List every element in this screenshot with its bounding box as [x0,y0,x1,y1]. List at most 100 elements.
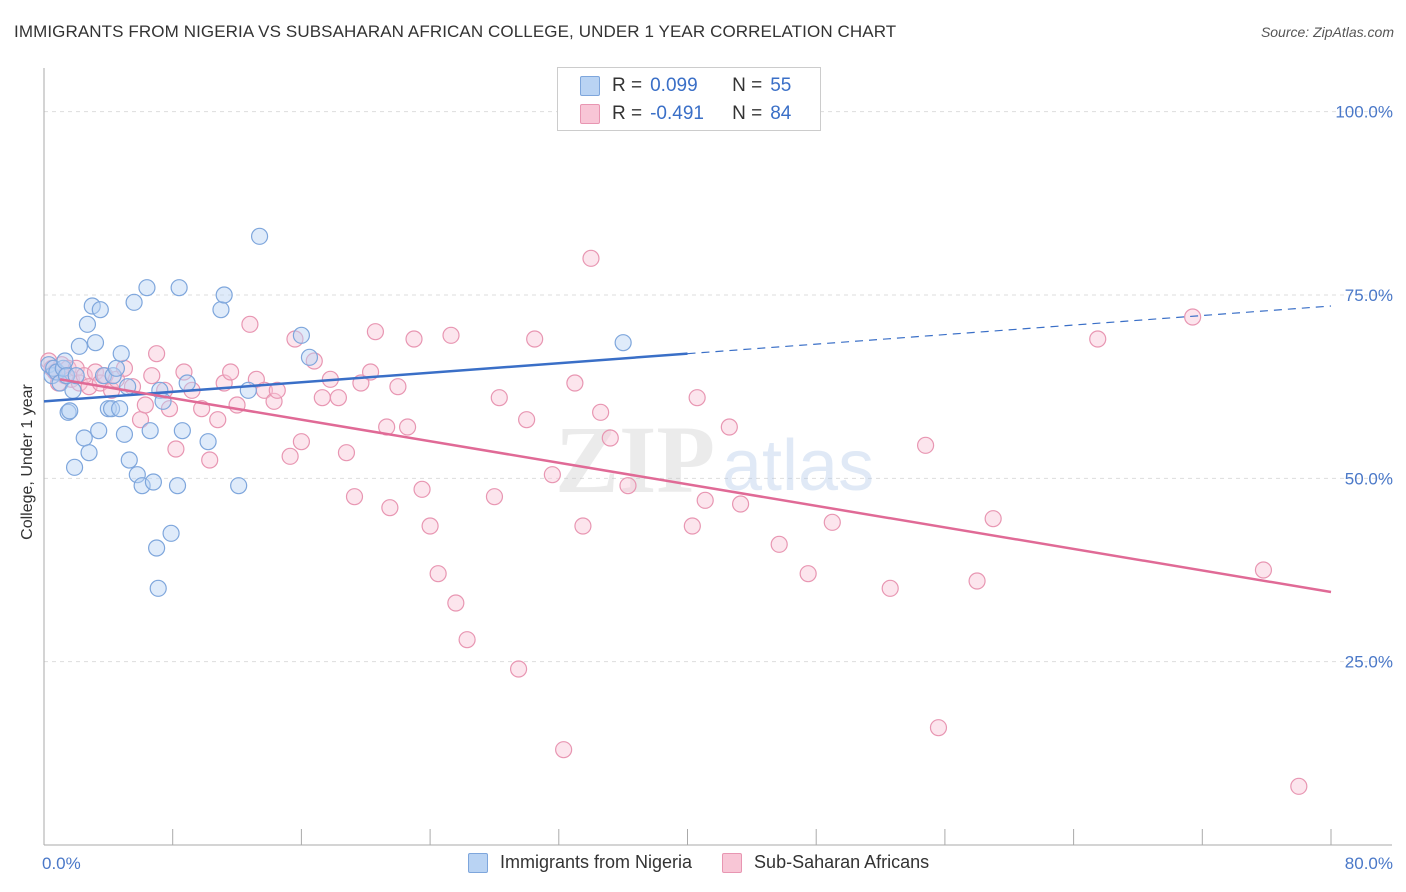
legend-swatch-subsaharan [722,852,743,873]
data-point-subsaharan [241,315,259,333]
data-point-subsaharan [574,517,592,535]
nigeria-swatch [580,76,600,96]
data-point-nigeria [75,429,93,447]
data-point-nigeria [212,301,230,319]
n-label: N = [732,75,763,96]
data-point-subsaharan [143,367,161,385]
y-tick-label: 25.0% [1345,653,1393,672]
data-point-nigeria [70,337,88,355]
data-point-nigeria [149,579,167,597]
data-point-subsaharan [881,579,899,597]
data-point-subsaharan [555,741,573,759]
data-point-nigeria [83,297,101,315]
data-point-subsaharan [313,389,331,407]
data-point-nigeria [141,422,159,440]
source-label: Source: ZipAtlas.com [1260,24,1394,40]
data-point-nigeria [168,477,187,495]
data-point-nigeria [128,466,146,484]
data-point-subsaharan [429,565,447,583]
data-point-subsaharan [329,389,348,407]
y-tick-label: 50.0% [1345,469,1393,488]
data-point-nigeria [112,345,130,363]
data-point-nigeria [56,352,74,370]
data-point-nigeria [65,458,84,476]
r-label: R = [612,103,643,124]
watermark-zip: ZIP [555,406,715,513]
tick-labels: 25.0% 50.0% 75.0% 100.0% 0.0% 80.0% [42,103,1393,873]
data-point-subsaharan [929,719,948,737]
data-point-nigeria [125,293,143,311]
trend-line-nigeria-extension [687,305,1332,355]
data-point-subsaharan [526,330,544,348]
data-point-nigeria [90,422,108,440]
data-point-nigeria [67,367,85,385]
data-point-nigeria [173,422,191,440]
data-point-subsaharan [1290,777,1308,795]
n-value: 55 [770,75,792,96]
n-label: N = [732,103,763,124]
data-point-subsaharan [292,433,310,451]
data-point-subsaharan [518,411,536,429]
data-point-subsaharan [222,363,240,381]
data-point-subsaharan [1254,561,1273,579]
data-point-subsaharan [201,451,219,469]
data-point-subsaharan [485,488,504,506]
stats-row-subsaharan: R = -0.491 N = 84 [580,101,791,127]
trend-lines [43,305,1332,594]
trend-line-subsaharan [59,378,1332,594]
data-point-nigeria [138,279,156,297]
x-tick-label: 0.0% [42,854,81,873]
legend-item-subsaharan: Sub-Saharan Africans [722,852,929,873]
data-point-subsaharan [209,411,227,429]
data-point-subsaharan [156,381,174,399]
data-point-subsaharan [413,480,431,498]
data-point-subsaharan [770,535,788,553]
data-point-subsaharan [458,631,476,649]
y-tick-label: 75.0% [1345,286,1393,305]
data-point-subsaharan [683,517,701,535]
data-point-nigeria [61,402,79,420]
data-point-nigeria [614,334,632,352]
data-point-subsaharan [86,363,105,381]
r-value: 0.099 [650,75,698,96]
axes [43,68,1392,846]
data-point-subsaharan [984,510,1002,528]
watermark-atlas: atlas [722,426,874,506]
data-point-subsaharan [619,477,637,495]
data-point-subsaharan [823,513,841,531]
data-point-nigeria [107,359,125,377]
data-point-nigeria [94,367,113,385]
data-point-subsaharan [136,396,154,414]
series-legend: Immigrants from Nigeria Sub-Saharan Afri… [468,852,959,873]
legend-label-nigeria: Immigrants from Nigeria [500,852,693,872]
x-tick-label: 80.0% [1345,854,1393,873]
watermark: ZIP atlas [555,406,874,513]
legend-swatch-nigeria [468,852,488,873]
data-point-nigeria [78,315,97,333]
legend-item-nigeria: Immigrants from Nigeria [468,852,692,873]
data-point-subsaharan [148,345,166,363]
data-point-subsaharan [167,440,185,458]
data-point-nigeria [80,444,98,462]
stats-row-nigeria: R = 0.099 N = 55 [580,73,791,99]
data-point-subsaharan [490,389,508,407]
data-point-subsaharan [447,594,465,612]
data-point-nigeria [64,381,82,399]
data-point-subsaharan [720,418,738,436]
data-point-nigeria [91,301,109,319]
data-point-subsaharan [442,326,460,344]
chart-title: IMMIGRANTS FROM NIGERIA VS SUBSAHARAN AF… [14,22,897,41]
data-point-nigeria [215,286,233,304]
data-point-subsaharan [398,418,417,436]
data-point-nigeria [250,227,269,245]
data-point-subsaharan [1089,330,1107,348]
data-point-subsaharan [389,378,407,396]
data-point-nigeria [120,451,138,469]
r-label: R = [612,75,643,96]
data-point-subsaharan [688,389,706,407]
data-point-subsaharan [601,429,619,447]
data-point-subsaharan [968,572,986,590]
data-point-nigeria [115,425,134,443]
legend-label-subsaharan: Sub-Saharan Africans [754,852,930,872]
